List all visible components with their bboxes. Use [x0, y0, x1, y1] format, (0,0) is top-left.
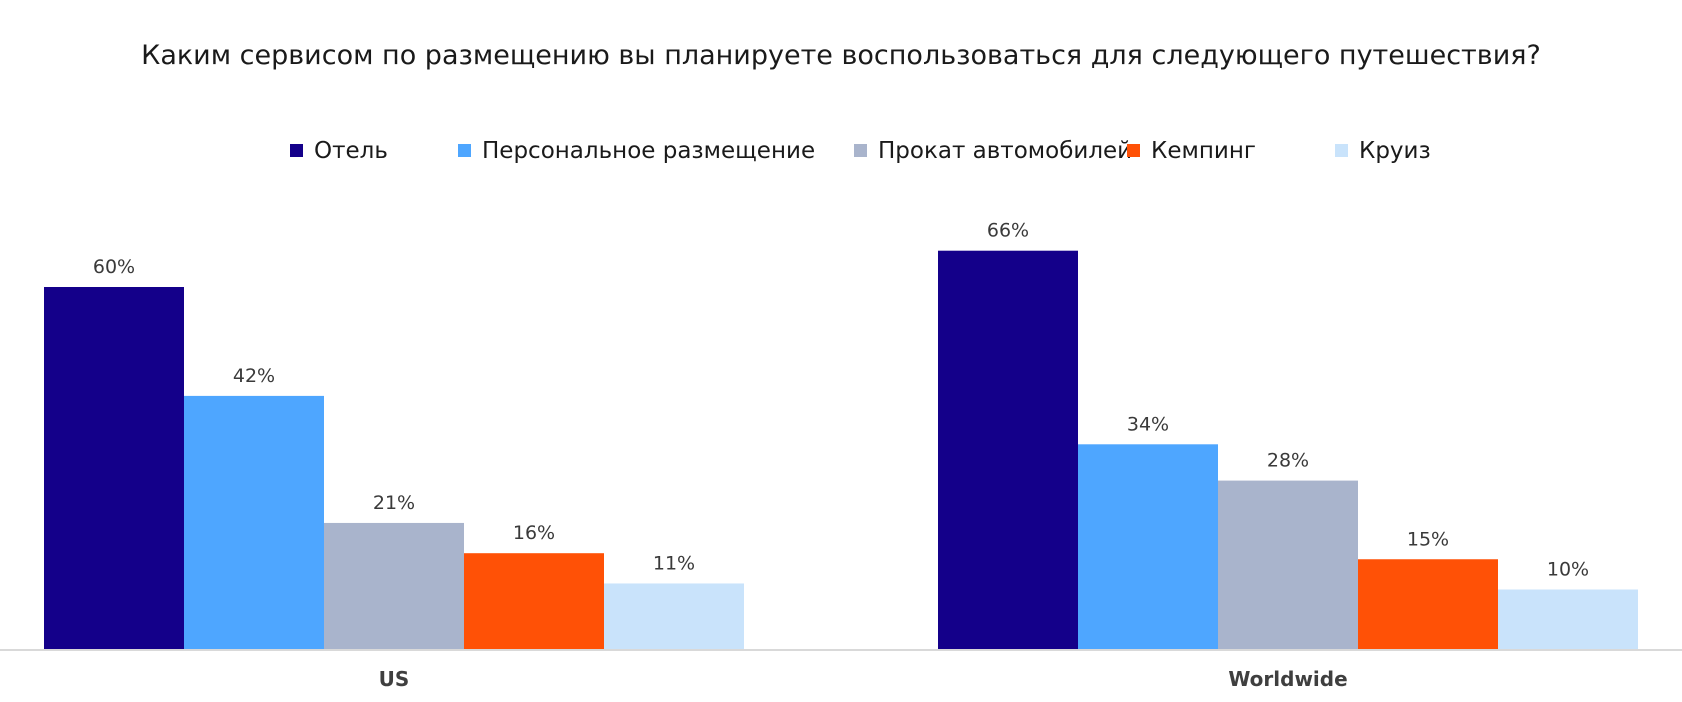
data-label-us-series-3: 21% [373, 492, 415, 514]
bar-worldwide-series-5 [1498, 589, 1638, 650]
legend-label-3: Прокат автомобилей [878, 138, 1132, 164]
bar-worldwide-series-1 [938, 250, 1078, 650]
bars-layer [44, 250, 1638, 650]
category-label-worldwide: Worldwide [1228, 667, 1347, 691]
data-label-worldwide-series-3: 28% [1267, 450, 1309, 472]
data-label-us-series-1: 60% [93, 256, 135, 278]
data-label-us-series-4: 16% [513, 522, 555, 544]
bar-worldwide-series-3 [1218, 480, 1358, 650]
data-label-us-series-5: 11% [653, 552, 695, 574]
legend-swatch-3 [854, 144, 867, 157]
value-labels-layer: 60% 42% 21% 16% 11% 66% 34% 28% 15% 10% [93, 220, 1589, 581]
bar-us-series-3 [324, 522, 464, 650]
legend: Отель Персональное размещение Прокат автом… [290, 138, 1431, 164]
data-label-worldwide-series-5: 10% [1547, 559, 1589, 581]
bar-us-series-4 [464, 553, 604, 650]
legend-label-5: Круиз [1359, 138, 1431, 164]
legend-swatch-1 [290, 144, 303, 157]
data-label-worldwide-series-4: 15% [1407, 528, 1449, 550]
bar-us-series-5 [604, 583, 744, 650]
legend-label-1: Отель [314, 138, 388, 164]
chart-title: Каким сервисом по размещению вы планируе… [141, 40, 1541, 71]
legend-swatch-5 [1335, 144, 1348, 157]
category-label-us: US [379, 667, 410, 691]
bar-us-series-1 [44, 287, 184, 650]
data-label-worldwide-series-2: 34% [1127, 413, 1169, 435]
bar-us-series-2 [184, 395, 324, 650]
legend-label-4: Кемпинг [1151, 138, 1256, 164]
bar-worldwide-series-4 [1358, 559, 1498, 650]
legend-swatch-4 [1127, 144, 1140, 157]
bar-worldwide-series-2 [1078, 444, 1218, 650]
category-labels-layer: US Worldwide [379, 667, 1348, 691]
data-label-us-series-2: 42% [233, 365, 275, 387]
legend-swatch-2 [458, 144, 471, 157]
data-label-worldwide-series-1: 66% [987, 220, 1029, 242]
legend-label-2: Персональное размещение [482, 138, 815, 164]
